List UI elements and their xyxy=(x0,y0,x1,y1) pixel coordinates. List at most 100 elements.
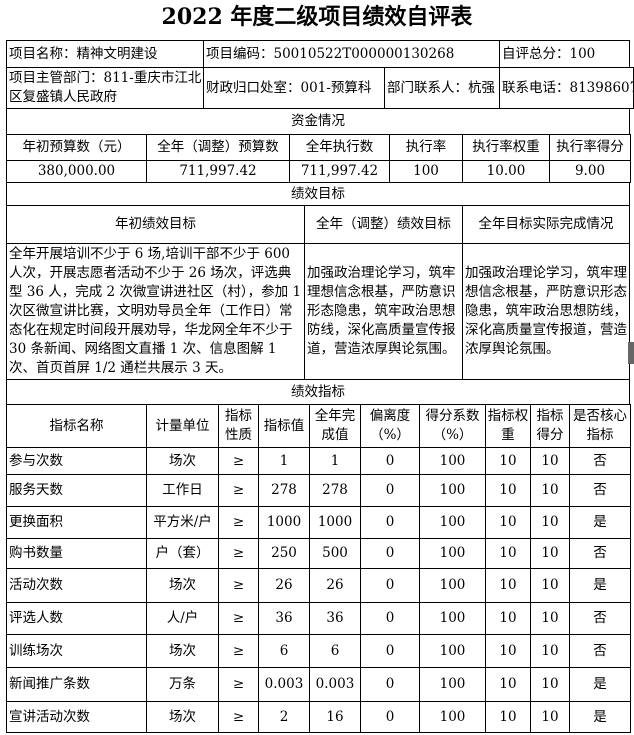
indicator-cell: 1 xyxy=(309,447,361,475)
indicator-name: 服务天数 xyxy=(6,474,147,507)
department: 项目主管部门：811-重庆市江北区复盛镇人民政府 xyxy=(6,67,204,109)
indicator-cell: 户（套） xyxy=(146,538,219,569)
indicator-cell: 10 xyxy=(530,667,570,702)
indicator-header: 指标性质 xyxy=(218,404,259,448)
indicator-cell: 100 xyxy=(419,602,486,635)
goal-header-adjusted: 全年（调整）绩效目标 xyxy=(304,205,463,244)
indicator-name: 购书数量 xyxy=(6,538,147,569)
indicator-cell: 0 xyxy=(360,701,420,733)
goal-actual-text: 加强政治理论学习，筑牢理想信念根基，严防意识形态隐患，筑牢政治思想防线，深化高质… xyxy=(462,243,630,380)
funding-section-title: 资金情况 xyxy=(6,108,630,135)
project-code: 项目编码：50010522T000000130268 xyxy=(203,40,500,68)
scrollbar-thumb[interactable] xyxy=(628,342,634,364)
indicator-header: 全年完成值 xyxy=(309,404,361,448)
indicator-cell: 0.003 xyxy=(309,667,361,702)
indicator-cell: ≥ xyxy=(218,667,259,702)
page-title: 2022 年度二级项目绩效自评表 xyxy=(161,4,473,30)
funding-header: 执行率权重 xyxy=(462,134,550,161)
indicator-cell: 100 xyxy=(419,568,486,603)
indicator-cell: 36 xyxy=(258,602,310,635)
indicator-cell: 否 xyxy=(569,602,631,635)
indicator-name: 参与次数 xyxy=(6,447,147,475)
indicator-cell: 万条 xyxy=(146,667,219,702)
indicator-cell: 是 xyxy=(569,701,631,733)
indicator-cell: 10 xyxy=(485,474,531,507)
self-score: 自评总分：100 xyxy=(499,40,630,68)
finance-office: 财政归口处室：001-预算科 xyxy=(203,67,385,109)
funding-header: 全年执行数 xyxy=(289,134,390,161)
indicator-cell: 1000 xyxy=(258,506,310,539)
indicator-cell: ≥ xyxy=(218,634,259,668)
indicator-cell: 10 xyxy=(530,447,570,475)
indicator-cell: 平方米/户 xyxy=(146,506,219,539)
funding-value: 711,997.42 xyxy=(289,160,390,183)
indicator-cell: 10 xyxy=(530,602,570,635)
funding-value: 10.00 xyxy=(462,160,550,183)
indicator-cell: 场次 xyxy=(146,447,219,475)
indicator-cell: 2 xyxy=(258,701,310,733)
indicator-cell: 100 xyxy=(419,447,486,475)
indicator-cell: 6 xyxy=(258,634,310,668)
goal-initial-text: 全年开展培训不少于 6 场,培训干部不少于 600 人次，开展志愿者活动不少于 … xyxy=(6,243,305,380)
indicator-name: 更换面积 xyxy=(6,506,147,539)
indicator-cell: 10 xyxy=(485,506,531,539)
indicator-cell: 36 xyxy=(309,602,361,635)
indicator-cell: 100 xyxy=(419,701,486,733)
indicator-cell: 人/户 xyxy=(146,602,219,635)
indicator-cell: 278 xyxy=(309,474,361,507)
indicator-name: 活动次数 xyxy=(6,568,147,603)
indicator-cell: 6 xyxy=(309,634,361,668)
indicator-cell: ≥ xyxy=(218,568,259,603)
indicator-cell: 100 xyxy=(419,538,486,569)
funding-header: 年初预算数（元） xyxy=(6,134,147,161)
project-name: 项目名称：精神文明建设 xyxy=(6,40,204,68)
indicator-cell: 10 xyxy=(530,474,570,507)
indicator-cell: 0 xyxy=(360,667,420,702)
indicator-cell: 场次 xyxy=(146,568,219,603)
indicator-cell: 否 xyxy=(569,447,631,475)
goals-section-title: 绩效目标 xyxy=(6,182,630,206)
indicator-cell: 是 xyxy=(569,667,631,702)
indicator-name: 训练场次 xyxy=(6,634,147,668)
indicator-header: 指标名称 xyxy=(6,404,147,448)
indicator-cell: 10 xyxy=(530,701,570,733)
indicator-cell: 10 xyxy=(485,568,531,603)
indicator-cell: 10 xyxy=(530,634,570,668)
indicator-header: 计量单位 xyxy=(146,404,219,448)
indicator-cell: 0 xyxy=(360,506,420,539)
indicator-cell: 1000 xyxy=(309,506,361,539)
indicator-cell: 工作日 xyxy=(146,474,219,507)
indicator-cell: 0 xyxy=(360,538,420,569)
contact-person: 部门联系人：杭强 xyxy=(384,67,500,109)
indicator-cell: ≥ xyxy=(218,506,259,539)
indicator-name: 评选人数 xyxy=(6,602,147,635)
indicator-cell: 10 xyxy=(485,447,531,475)
funding-value: 711,997.42 xyxy=(146,160,290,183)
indicator-cell: 是 xyxy=(569,568,631,603)
indicator-cell: ≥ xyxy=(218,538,259,569)
indicator-cell: 26 xyxy=(258,568,310,603)
indicator-header: 偏离度（%） xyxy=(360,404,420,448)
indicator-cell: 场次 xyxy=(146,634,219,668)
indicator-cell: 10 xyxy=(530,538,570,569)
indicator-header: 得分系数（%） xyxy=(419,404,486,448)
indicator-cell: 278 xyxy=(258,474,310,507)
indicator-header: 指标得分 xyxy=(530,404,570,448)
indicator-cell: 100 xyxy=(419,474,486,507)
indicator-cell: 0 xyxy=(360,568,420,603)
indicator-cell: 否 xyxy=(569,634,631,668)
indicator-cell: 0.003 xyxy=(258,667,310,702)
indicator-header: 是否核心指标 xyxy=(569,404,631,448)
indicator-cell: 1 xyxy=(258,447,310,475)
indicator-cell: 否 xyxy=(569,538,631,569)
funding-header: 全年（调整）预算数 xyxy=(146,134,290,161)
indicator-cell: 场次 xyxy=(146,701,219,733)
indicator-cell: 10 xyxy=(530,506,570,539)
indicator-name: 宣讲活动次数 xyxy=(6,701,147,733)
indicator-cell: 10 xyxy=(485,602,531,635)
funding-header: 执行率得分 xyxy=(549,134,631,161)
indicator-cell: 0 xyxy=(360,634,420,668)
indicator-cell: ≥ xyxy=(218,602,259,635)
indicator-header: 指标权重 xyxy=(485,404,531,448)
indicator-cell: ≥ xyxy=(218,701,259,733)
